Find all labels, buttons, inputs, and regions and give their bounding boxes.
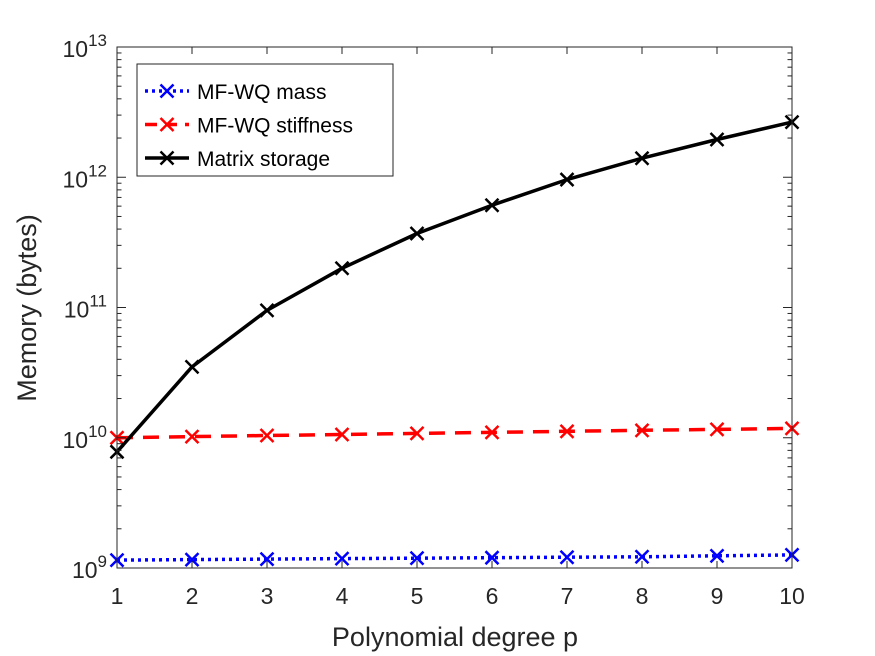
data-point-marker	[184, 552, 200, 567]
series-group	[109, 114, 800, 568]
x-tick-label: 6	[486, 583, 499, 609]
x-tick-label: 8	[636, 583, 649, 609]
y-tick-label: 1010	[62, 422, 107, 453]
data-point-marker	[634, 422, 650, 438]
data-point-marker	[259, 303, 275, 318]
x-tick-label: 4	[336, 583, 349, 609]
data-point-marker	[634, 549, 650, 565]
legend-marker	[159, 117, 175, 132]
x-tick-label: 9	[711, 583, 724, 609]
legend-label: MF-WQ mass	[197, 81, 326, 104]
x-tick-label: 7	[561, 583, 574, 609]
y-tick-label: 1011	[64, 292, 107, 323]
data-point-marker	[334, 260, 350, 276]
y-tick-label: 1013	[62, 31, 107, 62]
y-tick-label: 1012	[62, 161, 107, 192]
series-line	[116, 553, 793, 562]
data-point-marker	[559, 172, 575, 187]
legend-marker	[159, 83, 175, 99]
x-tick-label: 10	[779, 583, 805, 609]
x-tick-label: 5	[411, 583, 424, 609]
series-line	[115, 120, 793, 453]
legend-entry: MF-WQ stiffness	[145, 115, 353, 138]
data-point-marker	[184, 429, 200, 445]
data-point-marker	[559, 549, 575, 565]
data-point-marker	[334, 427, 350, 442]
legend-entry: Matrix storage	[145, 148, 330, 171]
y-tick-label: 109	[72, 552, 107, 583]
y-axis-label: Memory (bytes)	[12, 214, 42, 402]
x-tick-label: 1	[111, 583, 124, 609]
x-tick-label: 3	[261, 583, 274, 609]
data-point-marker	[709, 548, 725, 564]
x-axis-label: Polynomial degree p	[332, 622, 578, 652]
data-point-marker	[259, 551, 275, 567]
legend: MF-WQ mass MF-WQ stiffness Matrix storage	[136, 63, 394, 177]
axes: 1 2 3 4 5 6 7 8 9 10 109 1010 1011 1012 1013	[62, 31, 804, 609]
data-point-marker	[709, 421, 725, 437]
data-point-marker	[484, 424, 500, 440]
data-point-marker	[559, 423, 575, 439]
legend-marker	[159, 150, 175, 166]
data-point-marker	[334, 551, 350, 567]
data-point-marker	[409, 550, 425, 566]
x-tick-label: 2	[186, 583, 199, 609]
data-point-marker	[184, 359, 200, 375]
data-point-marker	[484, 197, 500, 213]
legend-entry: MF-WQ mass	[145, 81, 326, 104]
data-point-marker	[409, 226, 425, 241]
data-point-marker	[634, 150, 650, 166]
legend-label: MF-WQ stiffness	[197, 115, 353, 138]
data-point-marker	[409, 426, 425, 441]
series-line	[116, 426, 793, 440]
series-0	[109, 547, 800, 568]
data-point-marker	[484, 550, 500, 566]
series-2	[109, 114, 800, 460]
legend-label: Matrix storage	[197, 148, 330, 171]
data-point-marker	[259, 428, 275, 443]
data-point-marker	[709, 132, 725, 147]
